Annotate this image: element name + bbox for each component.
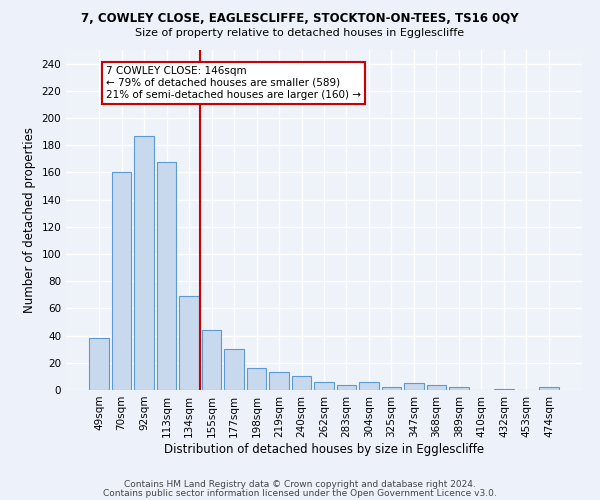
- Bar: [224, 349, 244, 390]
- Bar: [359, 382, 379, 390]
- Bar: [134, 136, 154, 390]
- Text: Size of property relative to detached houses in Egglescliffe: Size of property relative to detached ho…: [136, 28, 464, 38]
- Bar: [494, 388, 514, 390]
- Bar: [292, 376, 311, 390]
- Bar: [427, 384, 446, 390]
- Y-axis label: Number of detached properties: Number of detached properties: [23, 127, 36, 313]
- Bar: [539, 388, 559, 390]
- Bar: [179, 296, 199, 390]
- Bar: [314, 382, 334, 390]
- Text: 7 COWLEY CLOSE: 146sqm
← 79% of detached houses are smaller (589)
21% of semi-de: 7 COWLEY CLOSE: 146sqm ← 79% of detached…: [106, 66, 361, 100]
- Bar: [202, 330, 221, 390]
- Bar: [112, 172, 131, 390]
- Text: 7, COWLEY CLOSE, EAGLESCLIFFE, STOCKTON-ON-TEES, TS16 0QY: 7, COWLEY CLOSE, EAGLESCLIFFE, STOCKTON-…: [81, 12, 519, 26]
- X-axis label: Distribution of detached houses by size in Egglescliffe: Distribution of detached houses by size …: [164, 442, 484, 456]
- Bar: [382, 388, 401, 390]
- Bar: [337, 384, 356, 390]
- Bar: [247, 368, 266, 390]
- Text: Contains public sector information licensed under the Open Government Licence v3: Contains public sector information licen…: [103, 489, 497, 498]
- Bar: [89, 338, 109, 390]
- Bar: [269, 372, 289, 390]
- Text: Contains HM Land Registry data © Crown copyright and database right 2024.: Contains HM Land Registry data © Crown c…: [124, 480, 476, 489]
- Bar: [404, 383, 424, 390]
- Bar: [449, 388, 469, 390]
- Bar: [157, 162, 176, 390]
